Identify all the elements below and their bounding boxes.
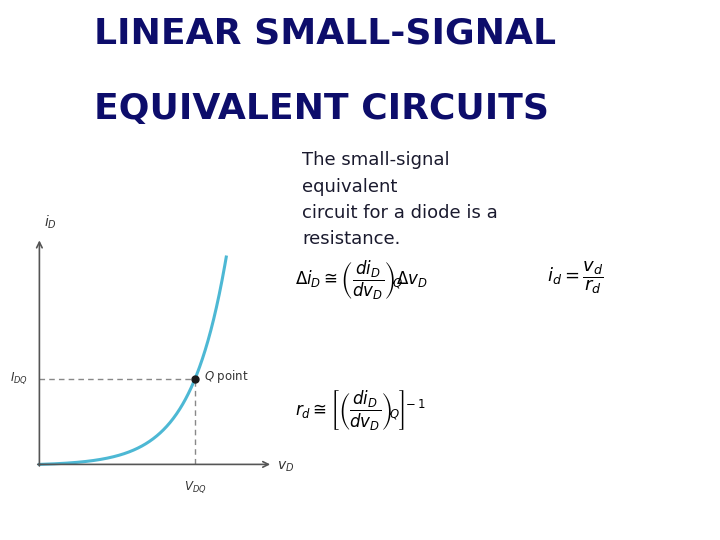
Text: $v_D$: $v_D$ [277,460,294,474]
Text: $I_{DQ}$: $I_{DQ}$ [10,371,28,387]
Text: $r_d \cong \left[\left(\dfrac{di_D}{dv_D}\right)_{\!\!Q}\right]^{\!\!-1}$: $r_d \cong \left[\left(\dfrac{di_D}{dv_D… [295,389,426,433]
Text: $i_D$: $i_D$ [44,214,57,231]
Text: LINEAR SMALL-SIGNAL: LINEAR SMALL-SIGNAL [94,16,556,50]
Text: The small-signal
equivalent
circuit for a diode is a
resistance.: The small-signal equivalent circuit for … [302,151,498,248]
Text: EQUIVALENT CIRCUITS: EQUIVALENT CIRCUITS [94,92,549,126]
Text: $\Delta i_D \cong \left(\dfrac{di_D}{dv_D}\right)_{\!\!Q}\!\!\Delta v_D$: $\Delta i_D \cong \left(\dfrac{di_D}{dv_… [295,259,428,302]
Text: $i_d = \dfrac{v_d}{r_d}$: $i_d = \dfrac{v_d}{r_d}$ [547,259,604,296]
Text: $Q$ point: $Q$ point [204,368,248,385]
Text: $V_{DQ}$: $V_{DQ}$ [184,480,207,495]
